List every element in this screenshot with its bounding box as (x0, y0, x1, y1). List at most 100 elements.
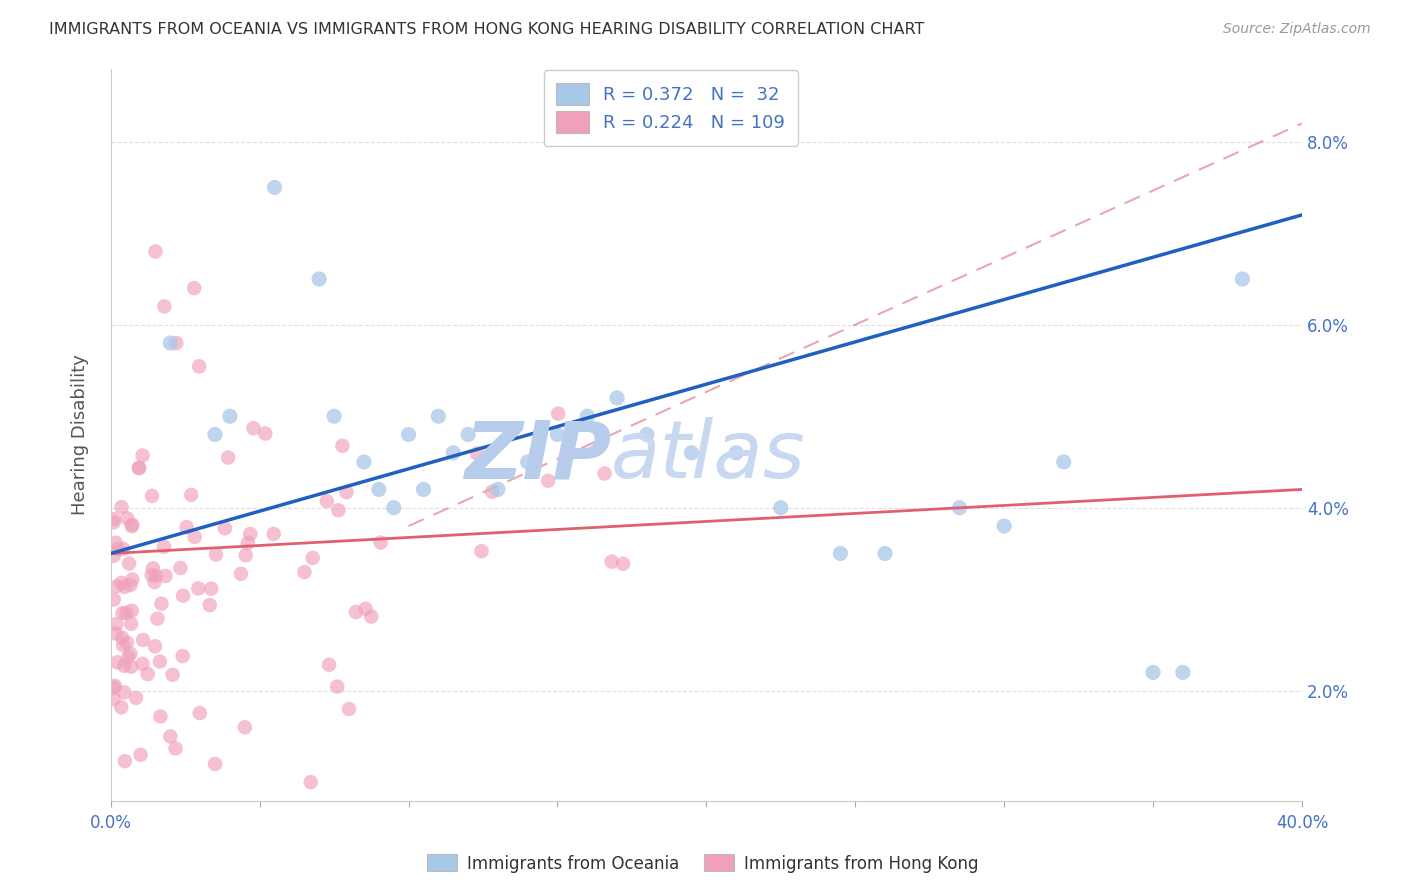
Point (263, 180, 285, 194)
Point (606, 391, 628, 405)
Point (948, 500, 970, 515)
Point (516, 455, 538, 469)
Point (217, 450, 239, 465)
Point (353, 455, 375, 469)
Point (180, 488, 202, 502)
Point (145, 568, 167, 582)
Point (103, 512, 125, 526)
Point (1053, 455, 1076, 469)
Point (103, 692, 125, 706)
Point (120, 647, 142, 661)
Point (172, 648, 194, 663)
Point (129, 747, 152, 762)
Point (328, 503, 350, 517)
Point (141, 567, 163, 582)
Point (636, 427, 658, 442)
Point (120, 616, 142, 631)
Point (125, 690, 148, 705)
Point (121, 519, 143, 533)
Point (141, 489, 163, 503)
Point (412, 483, 434, 497)
Point (398, 427, 420, 442)
Point (146, 612, 169, 626)
Point (165, 336, 187, 351)
Point (128, 460, 150, 475)
Point (153, 300, 176, 314)
Point (612, 557, 634, 571)
Point (176, 520, 198, 534)
Point (993, 519, 1015, 533)
Point (299, 775, 322, 789)
Point (337, 702, 360, 716)
Point (131, 449, 153, 463)
Point (103, 516, 125, 530)
Point (465, 446, 488, 460)
Point (121, 604, 143, 618)
Point (205, 548, 228, 562)
Text: IMMIGRANTS FROM OCEANIA VS IMMIGRANTS FROM HONG KONG HEARING DISABILITY CORRELAT: IMMIGRANTS FROM OCEANIA VS IMMIGRANTS FR… (49, 22, 925, 37)
Point (239, 527, 262, 541)
Point (149, 655, 172, 669)
Point (115, 636, 138, 650)
Point (132, 632, 155, 647)
Point (115, 511, 138, 525)
Point (121, 573, 143, 587)
Legend: Immigrants from Oceania, Immigrants from Hong Kong: Immigrants from Oceania, Immigrants from… (420, 847, 986, 880)
Point (427, 409, 450, 424)
Point (149, 709, 172, 723)
Point (486, 483, 509, 497)
Point (326, 680, 349, 694)
Point (107, 542, 129, 557)
Point (370, 535, 392, 549)
Point (263, 527, 285, 541)
Point (830, 546, 852, 560)
Point (315, 494, 337, 508)
Point (165, 741, 187, 756)
Point (112, 638, 135, 652)
Point (121, 517, 143, 532)
Point (576, 409, 599, 424)
Point (117, 650, 139, 665)
Point (681, 446, 703, 460)
Point (382, 500, 405, 515)
Point (308, 272, 330, 286)
Point (593, 467, 616, 481)
Point (110, 700, 132, 714)
Point (159, 730, 181, 744)
Point (600, 555, 623, 569)
Point (229, 566, 252, 581)
Point (103, 681, 125, 695)
Point (1142, 665, 1164, 680)
Point (111, 500, 134, 515)
Point (1232, 272, 1254, 286)
Point (169, 561, 191, 575)
Legend: R = 0.372   N =  32, R = 0.224   N = 109: R = 0.372 N = 32, R = 0.224 N = 109 (544, 70, 797, 146)
Point (110, 576, 132, 591)
Point (367, 483, 389, 497)
Point (114, 580, 136, 594)
Point (294, 565, 316, 579)
Point (470, 544, 492, 558)
Point (200, 582, 222, 596)
Point (254, 426, 277, 441)
Point (142, 561, 165, 575)
Point (547, 407, 569, 421)
Point (105, 617, 128, 632)
Point (104, 536, 127, 550)
Point (725, 446, 748, 460)
Point (233, 720, 256, 734)
Point (155, 569, 177, 583)
Point (344, 605, 367, 619)
Point (111, 631, 134, 645)
Point (162, 667, 184, 681)
Point (103, 592, 125, 607)
Point (105, 579, 128, 593)
Point (537, 474, 560, 488)
Point (1171, 665, 1194, 680)
Point (145, 244, 167, 259)
Text: atlas: atlas (612, 417, 806, 495)
Point (112, 541, 135, 556)
Point (112, 658, 135, 673)
Point (104, 679, 127, 693)
Point (111, 606, 134, 620)
